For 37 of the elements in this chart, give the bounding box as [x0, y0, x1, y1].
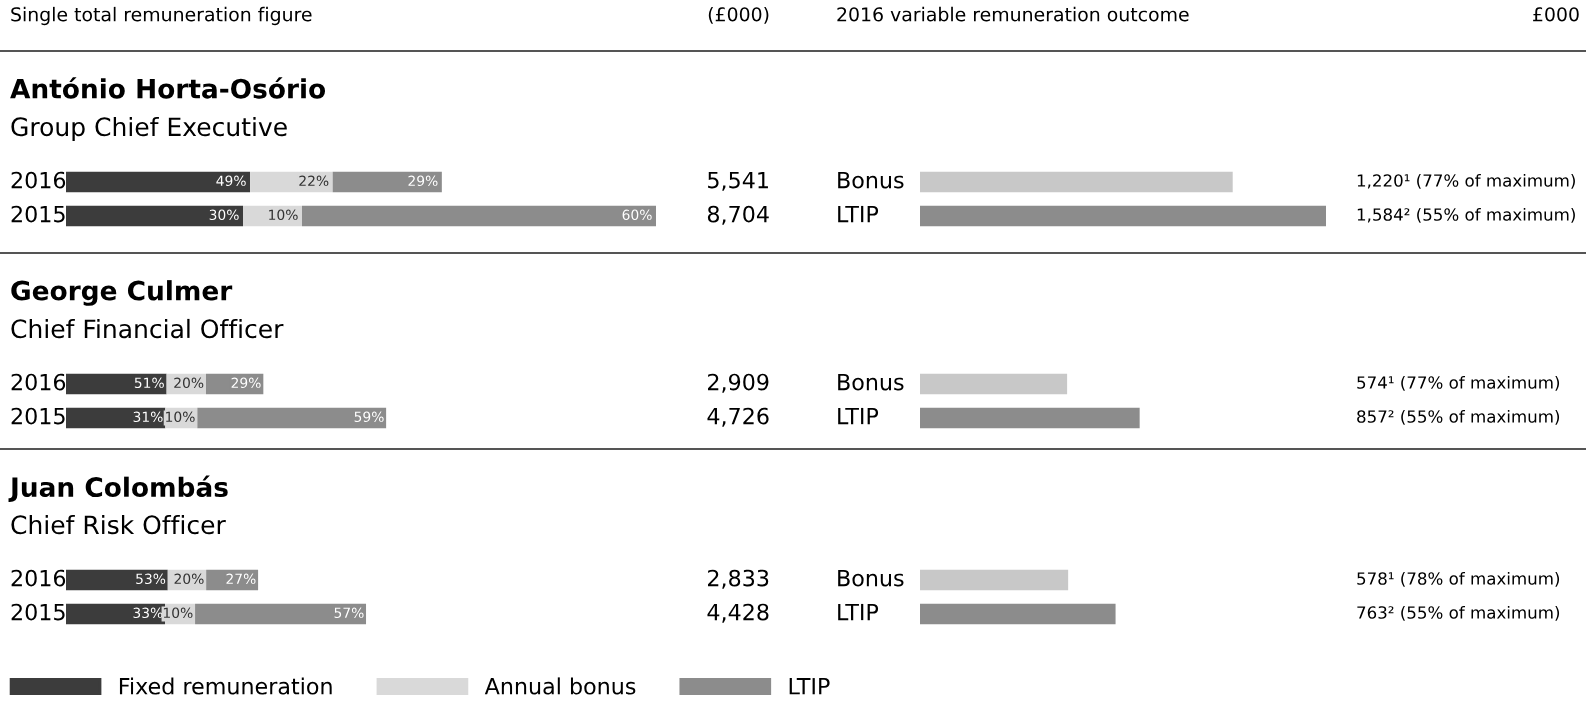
y-tick-label: LTIP — [838, 603, 879, 621]
data-label: 574¹ (77% of maximum) — [1357, 375, 1560, 391]
chart-subtitle: Chief Risk Officer — [11, 514, 226, 535]
text: 4,726 — [707, 407, 769, 427]
text: 4,428 — [707, 603, 769, 623]
text: 2,833 — [708, 569, 769, 589]
legend-label: Fixed remuneration — [119, 677, 332, 695]
text: 2,909 — [708, 373, 769, 393]
data-label: 1,220¹ (77% of maximum) — [1357, 173, 1575, 189]
y-tick-label: LTIP — [838, 205, 879, 223]
y-tick-label: Bonus — [838, 171, 904, 189]
chart-title: António Horta-Osório — [10, 77, 326, 99]
chart-title: George Culmer — [11, 280, 233, 306]
text: 2016 variable remuneration outcome — [837, 6, 1189, 22]
chart-subtitle: Group Chief Executive — [11, 116, 287, 142]
data-label: 857² (55% of maximum) — [1357, 409, 1560, 425]
y-tick-label: 2016 — [11, 171, 66, 189]
legend-label: Annual bonus — [484, 677, 636, 695]
y-tick-label: 2016 — [11, 569, 66, 587]
text: Single total remuneration figure — [11, 6, 312, 26]
y-tick-label: Bonus — [838, 373, 904, 391]
text: (£000) — [708, 6, 769, 24]
chart-subtitle: Chief Financial Officer — [11, 318, 284, 339]
y-tick-label: 2015 — [11, 205, 65, 223]
y-tick-label: LTIP — [838, 407, 879, 425]
text: 8,704 — [707, 205, 769, 225]
y-tick-label: Bonus — [838, 569, 904, 587]
data-label: 578¹ (78% of maximum) — [1357, 571, 1560, 587]
chart-title: Juan Colombás — [8, 475, 228, 502]
y-tick-label: 2016 — [11, 373, 66, 391]
data-label: 763² (55% of maximum) — [1357, 605, 1560, 621]
legend-label: LTIP — [789, 678, 830, 695]
text: £000 — [1533, 7, 1579, 22]
data-label: 1,584² (55% of maximum) — [1357, 207, 1575, 223]
y-tick-label: 2015 — [11, 407, 65, 425]
y-tick-label: 2015 — [11, 603, 65, 621]
text: 5,541 — [708, 171, 768, 191]
